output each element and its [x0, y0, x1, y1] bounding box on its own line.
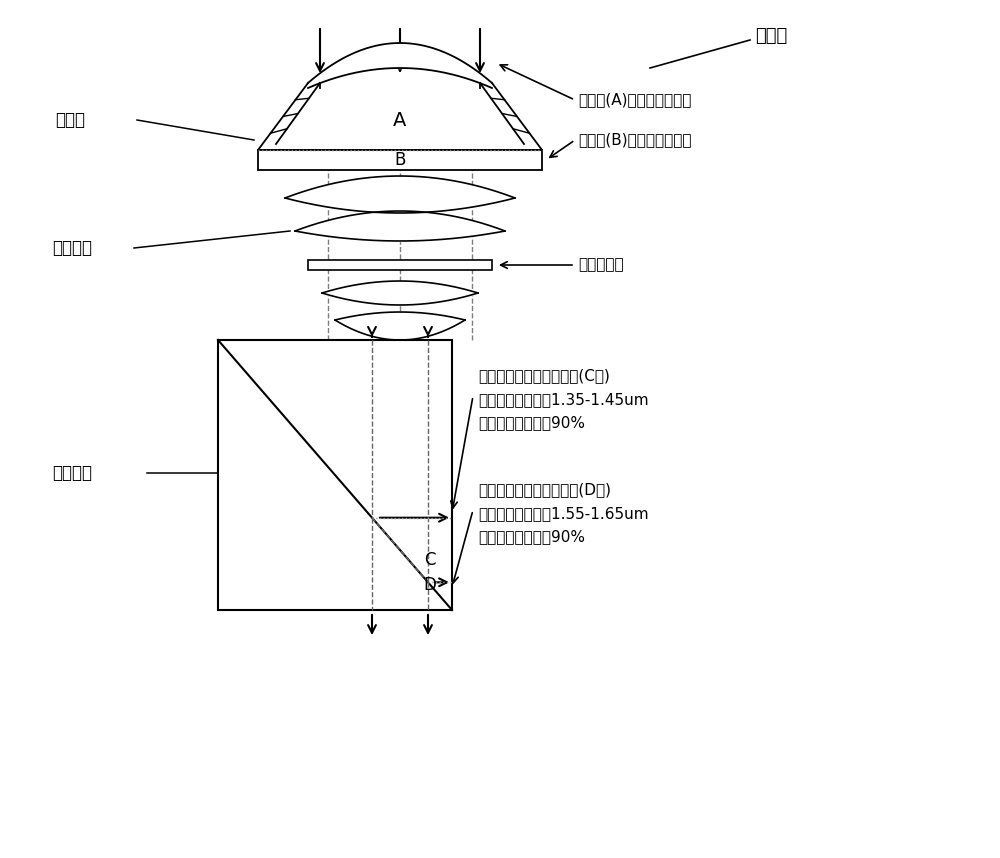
Text: 的膜，透射率大于90%: 的膜，透射率大于90%: [478, 529, 585, 545]
Text: 分光棱镜下半部分斜切面(D面): 分光棱镜下半部分斜切面(D面): [478, 482, 611, 498]
Bar: [218, 340, 452, 610]
Text: 光学镜头: 光学镜头: [52, 239, 92, 257]
Text: 透射式镜头: 透射式镜头: [578, 257, 624, 273]
Polygon shape: [276, 83, 524, 144]
Text: 第一级(A)：圆锥形消光筒: 第一级(A)：圆锥形消光筒: [578, 93, 691, 107]
Text: 遮光罩: 遮光罩: [55, 111, 85, 129]
Text: 分光棱镜: 分光棱镜: [52, 464, 92, 482]
Text: 的膜，反射率大于90%: 的膜，反射率大于90%: [478, 415, 585, 431]
Text: 镀透射光谱范围为1.55-1.65um: 镀透射光谱范围为1.55-1.65um: [478, 506, 649, 522]
Text: D: D: [424, 576, 436, 594]
Text: B: B: [394, 151, 406, 169]
Text: 分光棱镜上半部分斜切面(C面): 分光棱镜上半部分斜切面(C面): [478, 368, 610, 384]
Text: 第二级(B)：网格式遮光罩: 第二级(B)：网格式遮光罩: [578, 132, 692, 148]
Bar: [258, 150, 542, 170]
Text: 入射光: 入射光: [755, 27, 787, 45]
Text: A: A: [393, 111, 407, 130]
Text: 镀反射光谱范围为1.35-1.45um: 镀反射光谱范围为1.35-1.45um: [478, 392, 649, 408]
Bar: [308, 260, 492, 270]
Text: C: C: [424, 551, 436, 569]
